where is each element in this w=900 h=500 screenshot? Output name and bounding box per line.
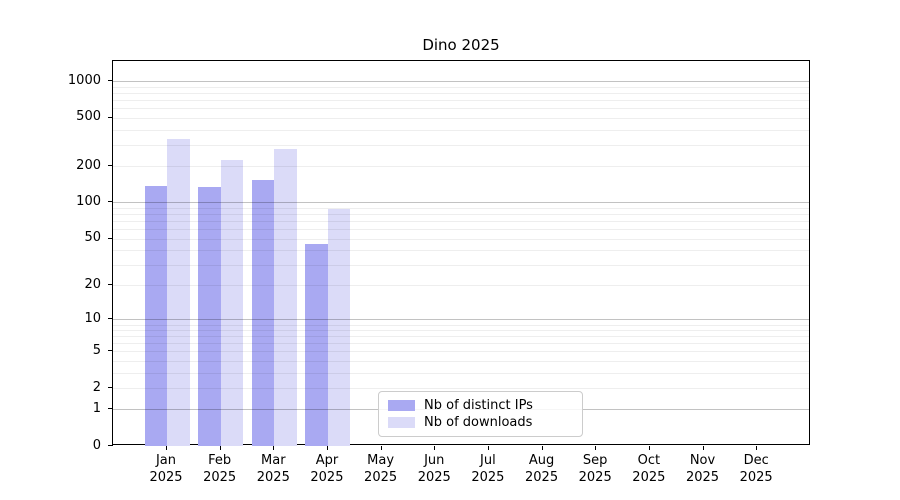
minor-gridline bbox=[113, 93, 809, 95]
legend-swatch-distinct-ips bbox=[388, 399, 415, 411]
x-tick-year: 2025 bbox=[364, 470, 398, 485]
x-tick-label: Jan 2025 bbox=[134, 452, 198, 486]
y-tick-label: 2 bbox=[92, 379, 101, 395]
y-tick-label: 500 bbox=[76, 109, 101, 125]
x-tick-label: Dec 2025 bbox=[724, 452, 788, 486]
legend-label-downloads: Nb of downloads bbox=[424, 415, 533, 431]
plot-area bbox=[112, 60, 810, 446]
x-tick-month: Apr bbox=[315, 453, 339, 468]
y-tick-label: 10 bbox=[84, 310, 101, 326]
y-tick-label: 1 bbox=[92, 400, 101, 416]
x-tick-label: Aug 2025 bbox=[510, 452, 574, 486]
x-tick-year: 2025 bbox=[310, 470, 344, 485]
bar-nb-of-distinct-ips-mar bbox=[251, 180, 275, 446]
x-tick-label: Sep 2025 bbox=[563, 452, 627, 486]
y-tick-mark bbox=[108, 318, 113, 320]
x-tick-month: Aug bbox=[528, 453, 555, 468]
x-tick-year: 2025 bbox=[149, 470, 183, 485]
x-tick-year: 2025 bbox=[525, 470, 559, 485]
x-tick-label: Oct 2025 bbox=[617, 452, 681, 486]
x-tick-mark bbox=[219, 446, 221, 450]
legend-label-distinct-ips: Nb of distinct IPs bbox=[424, 397, 533, 413]
x-tick-year: 2025 bbox=[203, 470, 237, 485]
x-tick-label: Nov 2025 bbox=[671, 452, 735, 486]
minor-gridline bbox=[113, 100, 809, 102]
x-tick-mark bbox=[702, 446, 704, 450]
major-gridline bbox=[113, 81, 809, 83]
minor-gridline bbox=[113, 166, 809, 168]
y-tick-mark bbox=[108, 284, 113, 286]
x-tick-month: Oct bbox=[637, 453, 661, 468]
x-tick-year: 2025 bbox=[417, 470, 451, 485]
x-tick-mark bbox=[756, 446, 758, 450]
y-tick-mark bbox=[108, 408, 113, 410]
y-tick-mark bbox=[108, 116, 113, 118]
x-tick-year: 2025 bbox=[578, 470, 612, 485]
x-tick-month: Dec bbox=[743, 453, 769, 468]
y-tick-label: 200 bbox=[76, 157, 101, 173]
x-tick-year: 2025 bbox=[739, 470, 773, 485]
bar-nb-of-downloads-mar bbox=[274, 148, 297, 446]
x-tick-year: 2025 bbox=[256, 470, 290, 485]
x-tick-mark bbox=[273, 446, 275, 450]
bar-nb-of-downloads-jan bbox=[167, 139, 190, 446]
x-tick-year: 2025 bbox=[632, 470, 666, 485]
minor-gridline bbox=[113, 117, 809, 119]
bar-nb-of-downloads-feb bbox=[220, 160, 244, 446]
chart-title: Dino 2025 bbox=[422, 36, 500, 54]
x-tick-label: Apr 2025 bbox=[295, 452, 359, 486]
minor-gridline bbox=[113, 144, 809, 146]
x-tick-month: May bbox=[367, 453, 395, 468]
legend: Nb of distinct IPs Nb of downloads bbox=[378, 391, 583, 437]
y-tick-label: 100 bbox=[76, 193, 101, 209]
y-tick-mark bbox=[108, 350, 113, 352]
x-tick-mark bbox=[166, 446, 167, 450]
x-tick-label: Feb 2025 bbox=[188, 452, 252, 486]
x-tick-month: Jul bbox=[480, 453, 496, 468]
x-tick-month: Nov bbox=[689, 453, 716, 468]
y-tick-mark bbox=[108, 237, 113, 239]
legend-row: Nb of downloads bbox=[388, 415, 573, 430]
x-tick-month: Sep bbox=[582, 453, 608, 468]
y-tick-mark bbox=[108, 445, 113, 446]
y-tick-mark bbox=[108, 165, 113, 167]
x-tick-month: Jan bbox=[155, 453, 177, 468]
x-tick-mark bbox=[380, 446, 382, 450]
y-tick-label: 0 bbox=[92, 437, 101, 453]
plot-canvas bbox=[113, 61, 809, 446]
x-tick-mark bbox=[487, 446, 489, 450]
y-tick-mark bbox=[108, 80, 113, 82]
x-tick-mark bbox=[326, 446, 328, 450]
minor-gridline bbox=[113, 87, 809, 88]
minor-gridline bbox=[113, 129, 809, 131]
y-tick-label: 20 bbox=[84, 276, 101, 292]
x-tick-month: Mar bbox=[261, 453, 286, 468]
y-tick-label: 50 bbox=[84, 230, 101, 246]
y-tick-mark bbox=[108, 201, 113, 203]
legend-row: Nb of distinct IPs bbox=[388, 398, 573, 413]
bar-nb-of-distinct-ips-apr bbox=[305, 243, 328, 446]
bar-nb-of-distinct-ips-jan bbox=[144, 186, 167, 446]
y-tick-label: 1000 bbox=[67, 72, 101, 88]
x-tick-label: Mar 2025 bbox=[241, 452, 305, 486]
x-tick-mark bbox=[648, 446, 650, 450]
y-tick-label: 5 bbox=[92, 342, 101, 358]
x-tick-month: Feb bbox=[208, 453, 232, 468]
x-tick-mark bbox=[434, 446, 436, 450]
x-tick-year: 2025 bbox=[471, 470, 505, 485]
x-tick-label: Jul 2025 bbox=[456, 452, 520, 486]
x-tick-year: 2025 bbox=[685, 470, 720, 485]
minor-gridline bbox=[113, 108, 809, 110]
x-tick-month: Jun bbox=[424, 453, 445, 468]
bar-nb-of-downloads-apr bbox=[327, 209, 351, 446]
x-tick-mark bbox=[541, 446, 543, 450]
x-tick-label: Jun 2025 bbox=[402, 452, 466, 486]
y-tick-mark bbox=[108, 387, 113, 389]
x-tick-mark bbox=[595, 446, 597, 450]
legend-swatch-downloads bbox=[388, 417, 415, 429]
bar-nb-of-distinct-ips-feb bbox=[198, 187, 221, 446]
x-tick-label: May 2025 bbox=[349, 452, 413, 486]
